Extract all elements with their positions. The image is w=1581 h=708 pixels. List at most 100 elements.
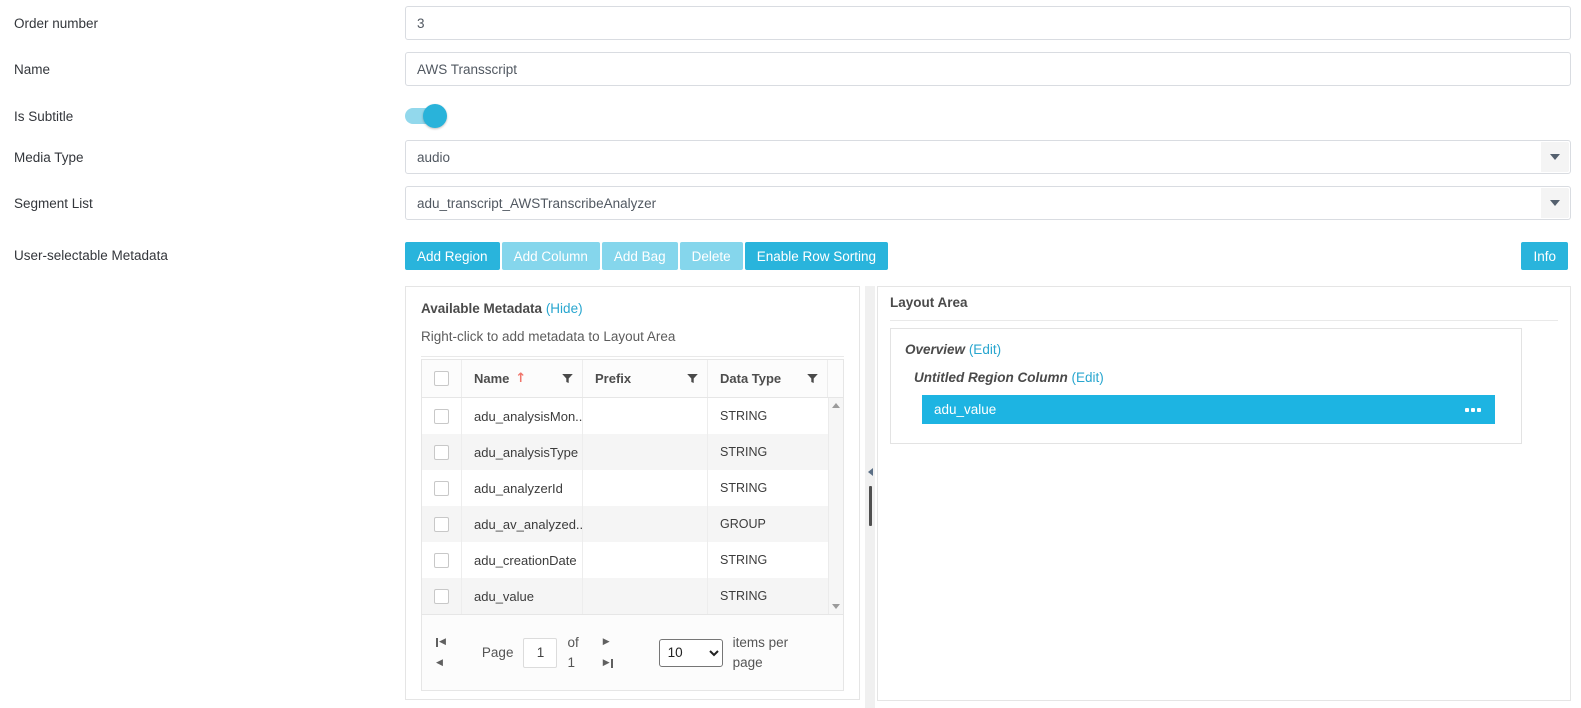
hide-link[interactable]: (Hide) bbox=[545, 301, 583, 316]
delete-button[interactable]: Delete bbox=[679, 242, 743, 270]
available-metadata-title-text: Available Metadata bbox=[421, 301, 543, 316]
last-page-icon bbox=[610, 658, 613, 668]
of-label: of bbox=[567, 634, 579, 650]
table-row[interactable]: adu_analysisType STRING bbox=[422, 434, 828, 470]
user-selectable-metadata-row: User-selectable Metadata Add Region Add … bbox=[0, 242, 1571, 708]
filter-icon[interactable] bbox=[686, 372, 699, 385]
table-row[interactable]: adu_value STRING bbox=[422, 578, 828, 614]
splitter-drag-handle[interactable] bbox=[868, 486, 872, 526]
collapse-pane-icon[interactable] bbox=[867, 468, 873, 476]
row-checkbox[interactable] bbox=[434, 480, 449, 496]
table-row[interactable]: adu_av_analyzed... GROUP bbox=[422, 506, 828, 542]
divider bbox=[421, 356, 844, 357]
first-page-icon bbox=[436, 637, 438, 647]
name-input[interactable] bbox=[405, 52, 1571, 86]
segment-list-value: adu_transcript_AWSTranscribeAnalyzer bbox=[417, 195, 657, 211]
media-type-dropdown[interactable]: audio bbox=[405, 140, 1571, 174]
media-type-label: Media Type bbox=[14, 149, 84, 165]
media-type-row: Media Type audio bbox=[0, 140, 1571, 174]
name-cell: adu_value bbox=[462, 578, 583, 614]
splitter: Available Metadata (Hide) Right-click to… bbox=[405, 286, 1571, 708]
page-number-input[interactable] bbox=[523, 637, 558, 668]
row-checkbox[interactable] bbox=[434, 516, 449, 532]
filter-icon[interactable] bbox=[561, 372, 574, 385]
media-type-value: audio bbox=[417, 149, 451, 165]
scroll-down-icon[interactable] bbox=[832, 604, 840, 609]
metadata-widget: Add Region Add Column Add Bag Delete Ena… bbox=[405, 242, 1571, 708]
segment-list-dropdown[interactable]: adu_transcript_AWSTranscribeAnalyzer bbox=[405, 186, 1571, 220]
previous-page-button[interactable]: ◀ bbox=[436, 658, 446, 669]
table-rows: adu_analysisMon... STRING adu_analysisTy… bbox=[422, 398, 828, 614]
name-cell: adu_av_analyzed... bbox=[462, 506, 583, 542]
row-checkbox[interactable] bbox=[434, 408, 449, 424]
next-page-button[interactable]: ▶ bbox=[603, 637, 613, 648]
enable-row-sorting-button[interactable]: Enable Row Sorting bbox=[744, 242, 889, 270]
next-page-icon: ▶ bbox=[602, 636, 610, 647]
metadata-toolbar: Add Region Add Column Add Bag Delete Ena… bbox=[405, 242, 1571, 270]
overview-edit-link[interactable]: (Edit) bbox=[968, 342, 1002, 357]
segment-list-row: Segment List adu_transcript_AWSTranscrib… bbox=[0, 186, 1571, 220]
prefix-cell bbox=[583, 506, 708, 542]
sort-ascending-icon: ↑ bbox=[515, 371, 527, 386]
select-all-cell bbox=[422, 360, 462, 397]
last-page-button[interactable]: ▶ bbox=[603, 658, 613, 669]
media-type-dropdown-button[interactable] bbox=[1541, 142, 1569, 172]
prefix-cell bbox=[583, 470, 708, 506]
name-cell: adu_analysisMon... bbox=[462, 398, 583, 434]
info-button[interactable]: Info bbox=[1521, 242, 1568, 270]
prefix-cell bbox=[583, 578, 708, 614]
first-page-button[interactable]: ◀ bbox=[436, 637, 446, 648]
segment-list-label: Segment List bbox=[14, 195, 93, 211]
name-header-label: Name bbox=[474, 371, 510, 386]
data-type-cell: GROUP bbox=[720, 517, 766, 531]
add-region-button[interactable]: Add Region bbox=[405, 242, 500, 270]
table-header: Name ↑ Prefix Data Type bbox=[422, 360, 843, 398]
page-label: Page bbox=[481, 645, 514, 660]
chevron-down-icon bbox=[1550, 200, 1560, 206]
table-row[interactable]: adu_analyzerId STRING bbox=[422, 470, 828, 506]
page-of-total: of 1 bbox=[567, 633, 578, 672]
select-all-checkbox[interactable] bbox=[434, 371, 449, 386]
page-size-select[interactable]: 10 bbox=[658, 638, 723, 667]
region-column-line: Untitled Region Column (Edit) bbox=[914, 370, 1507, 385]
table-scrollbar[interactable] bbox=[828, 398, 843, 614]
is-subtitle-row: Is Subtitle bbox=[0, 98, 1571, 134]
previous-page-icon: ◀ bbox=[436, 657, 443, 668]
table-row[interactable]: adu_creationDate STRING bbox=[422, 542, 828, 578]
prefix-cell bbox=[583, 398, 708, 434]
is-subtitle-label: Is Subtitle bbox=[14, 108, 74, 124]
toggle-knob bbox=[423, 104, 447, 128]
order-number-row: Order number bbox=[0, 6, 1571, 40]
region-column-label: Untitled Region Column bbox=[914, 370, 1068, 385]
prefix-column-header[interactable]: Prefix bbox=[583, 360, 708, 397]
scrollbar-header-spacer bbox=[828, 360, 843, 397]
pager-nav-left: ◀ ◀ bbox=[436, 637, 446, 669]
region-column-edit-link[interactable]: (Edit) bbox=[1071, 370, 1104, 385]
add-column-button[interactable]: Add Column bbox=[501, 242, 600, 270]
layout-item-adu-value[interactable]: adu_value bbox=[922, 395, 1495, 424]
overview-label: Overview bbox=[905, 342, 966, 357]
data-type-cell: STRING bbox=[720, 553, 768, 567]
table-row[interactable]: adu_analysisMon... STRING bbox=[422, 398, 828, 434]
scroll-up-icon[interactable] bbox=[832, 403, 840, 408]
row-checkbox[interactable] bbox=[434, 588, 449, 604]
checkbox-cell bbox=[422, 434, 462, 470]
row-checkbox[interactable] bbox=[434, 552, 449, 568]
splitter-gutter[interactable] bbox=[865, 286, 875, 708]
prefix-cell bbox=[583, 434, 708, 470]
is-subtitle-toggle[interactable] bbox=[405, 104, 449, 128]
filter-icon[interactable] bbox=[806, 372, 819, 385]
row-checkbox[interactable] bbox=[434, 444, 449, 460]
more-options-icon[interactable] bbox=[1465, 407, 1481, 412]
segment-list-dropdown-button[interactable] bbox=[1541, 188, 1569, 218]
order-number-input[interactable] bbox=[405, 6, 1571, 40]
checkbox-cell bbox=[422, 506, 462, 542]
data-type-column-header[interactable]: Data Type bbox=[708, 360, 828, 397]
data-type-cell: STRING bbox=[720, 589, 768, 603]
add-bag-button[interactable]: Add Bag bbox=[601, 242, 678, 270]
checkbox-cell bbox=[422, 398, 462, 434]
data-type-cell: STRING bbox=[720, 481, 768, 495]
prefix-cell bbox=[583, 542, 708, 578]
name-column-header[interactable]: Name ↑ bbox=[462, 360, 583, 397]
